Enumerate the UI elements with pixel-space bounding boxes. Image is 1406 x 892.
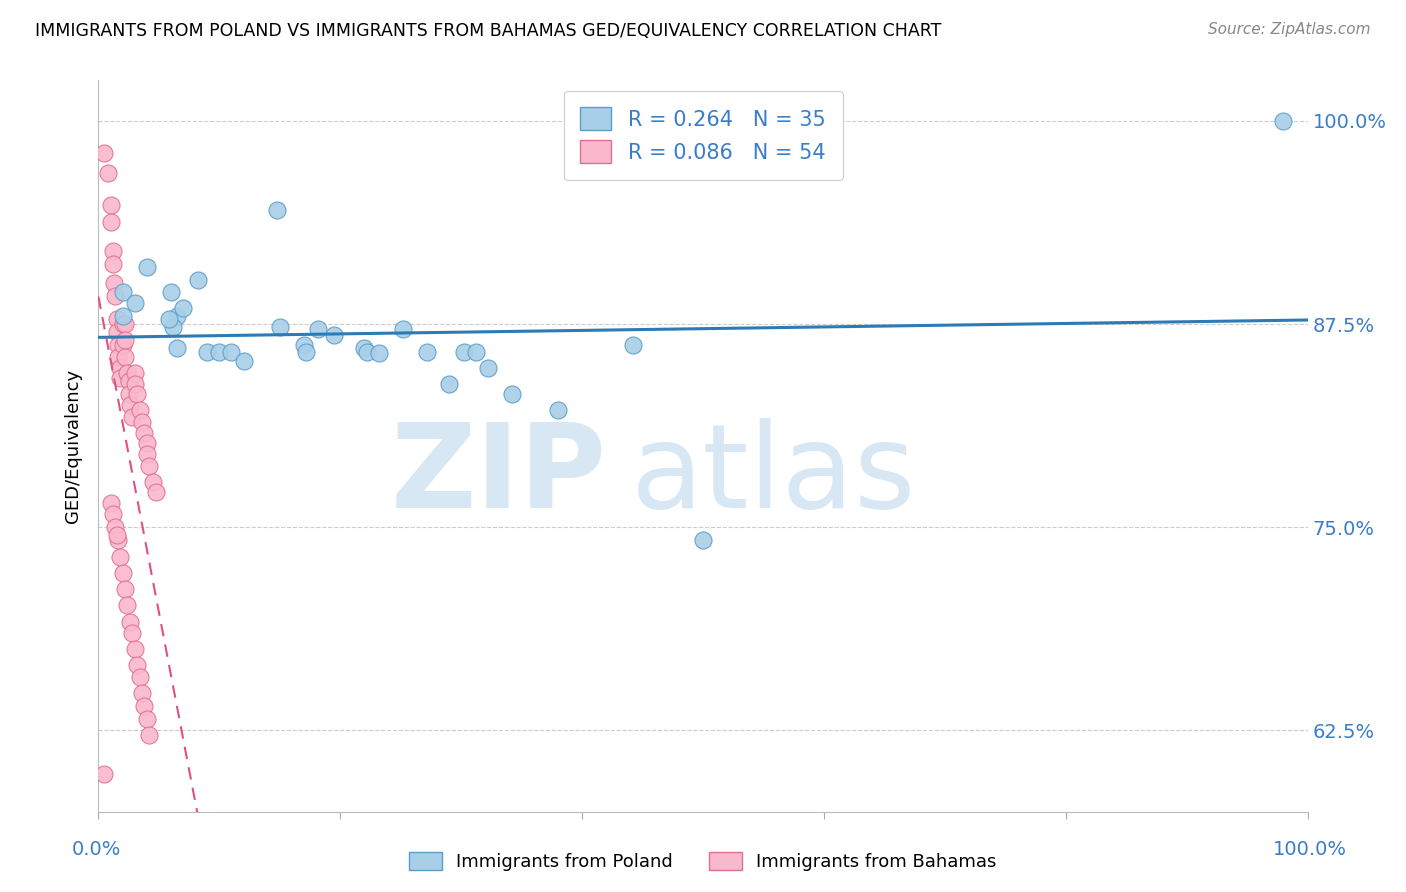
Point [103,277,125,291]
Point [157,312,180,326]
Point [187,273,209,287]
Point [121,626,143,640]
Y-axis label: GED/Equivalency: GED/Equivalency [65,369,83,523]
Point [477,361,499,376]
Text: 100.0%: 100.0% [1272,839,1347,858]
Point [501,387,523,401]
Point [692,533,714,548]
Point [114,334,136,348]
Point [266,203,288,218]
Point [131,686,153,700]
Point [100,215,122,229]
Point [127,658,149,673]
Point [547,403,569,417]
Point [118,398,141,412]
Point [295,344,318,359]
Point [111,309,134,323]
Point [292,338,315,352]
Point [105,325,128,339]
Point [134,425,156,440]
Point [108,549,131,564]
Point [308,322,330,336]
Text: ZIP: ZIP [391,417,606,533]
Point [621,338,644,352]
Point [135,712,157,726]
Point [323,328,346,343]
Text: 0.0%: 0.0% [72,839,121,858]
Point [101,257,124,271]
Point [195,344,218,359]
Point [392,322,415,336]
Point [166,342,188,356]
Point [93,767,115,781]
Point [124,366,146,380]
Point [124,642,146,657]
Point [135,447,157,461]
Point [134,699,156,714]
Point [104,289,127,303]
Point [160,285,183,299]
Point [232,354,254,368]
Point [416,344,439,359]
Point [111,285,134,299]
Point [1272,114,1295,128]
Legend: Immigrants from Poland, Immigrants from Bahamas: Immigrants from Poland, Immigrants from … [402,845,1004,879]
Point [128,403,150,417]
Point [208,344,231,359]
Point [114,350,136,364]
Point [101,244,124,258]
Point [437,377,460,392]
Point [104,520,127,534]
Point [114,582,136,596]
Text: Source: ZipAtlas.com: Source: ZipAtlas.com [1208,22,1371,37]
Point [127,387,149,401]
Point [121,409,143,424]
Point [107,338,129,352]
Point [124,296,146,310]
Point [105,312,128,326]
Point [162,320,184,334]
Text: atlas: atlas [630,417,915,533]
Point [138,728,160,742]
Point [117,366,139,380]
Point [105,528,128,542]
Point [111,317,134,331]
Point [356,344,378,359]
Point [138,458,160,473]
Point [128,670,150,684]
Point [107,533,129,548]
Point [100,198,122,212]
Point [135,260,157,275]
Point [269,320,291,334]
Point [108,370,131,384]
Point [93,146,115,161]
Legend: R = 0.264   N = 35, R = 0.086   N = 54: R = 0.264 N = 35, R = 0.086 N = 54 [564,91,842,180]
Point [142,475,165,489]
Point [111,566,134,580]
Point [107,350,129,364]
Point [135,435,157,450]
Point [100,496,122,510]
Point [464,344,486,359]
Point [108,361,131,376]
Point [124,377,146,392]
Point [353,342,375,356]
Point [221,344,243,359]
Point [118,374,141,388]
Point [118,387,141,401]
Text: IMMIGRANTS FROM POLAND VS IMMIGRANTS FROM BAHAMAS GED/EQUIVALENCY CORRELATION CH: IMMIGRANTS FROM POLAND VS IMMIGRANTS FRO… [35,22,942,40]
Point [117,599,139,613]
Point [118,615,141,629]
Point [111,338,134,352]
Point [131,415,153,429]
Point [453,344,475,359]
Point [101,508,124,522]
Point [368,346,391,360]
Point [114,317,136,331]
Point [166,309,188,323]
Point [172,301,194,315]
Point [145,484,167,499]
Point [97,166,120,180]
